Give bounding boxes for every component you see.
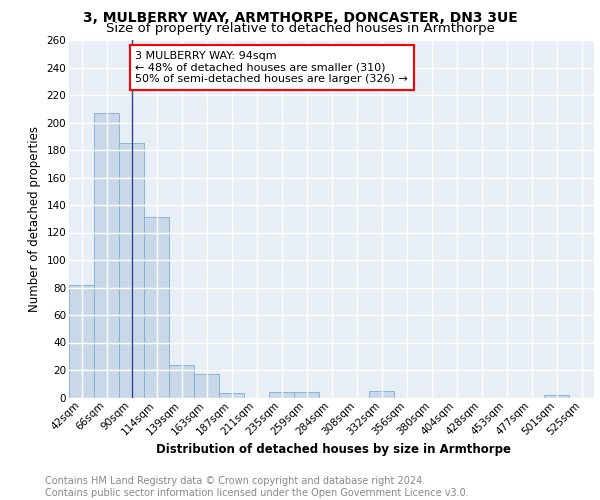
- Text: Size of property relative to detached houses in Armthorpe: Size of property relative to detached ho…: [106, 22, 494, 35]
- Text: Contains HM Land Registry data © Crown copyright and database right 2024.
Contai: Contains HM Land Registry data © Crown c…: [45, 476, 469, 498]
- Bar: [69, 285, 94, 398]
- Bar: [369, 390, 394, 398]
- Bar: [94, 113, 119, 398]
- Bar: [194, 374, 219, 398]
- Y-axis label: Number of detached properties: Number of detached properties: [28, 126, 41, 312]
- Text: 3, MULBERRY WAY, ARMTHORPE, DONCASTER, DN3 3UE: 3, MULBERRY WAY, ARMTHORPE, DONCASTER, D…: [83, 12, 517, 26]
- Bar: [219, 394, 244, 398]
- Bar: [144, 218, 169, 398]
- Bar: [269, 392, 294, 398]
- Bar: [119, 143, 144, 398]
- Bar: [294, 392, 319, 398]
- Bar: [169, 364, 194, 398]
- Bar: [544, 395, 569, 398]
- Text: 3 MULBERRY WAY: 94sqm
← 48% of detached houses are smaller (310)
50% of semi-det: 3 MULBERRY WAY: 94sqm ← 48% of detached …: [135, 51, 408, 84]
- Text: Distribution of detached houses by size in Armthorpe: Distribution of detached houses by size …: [155, 442, 511, 456]
